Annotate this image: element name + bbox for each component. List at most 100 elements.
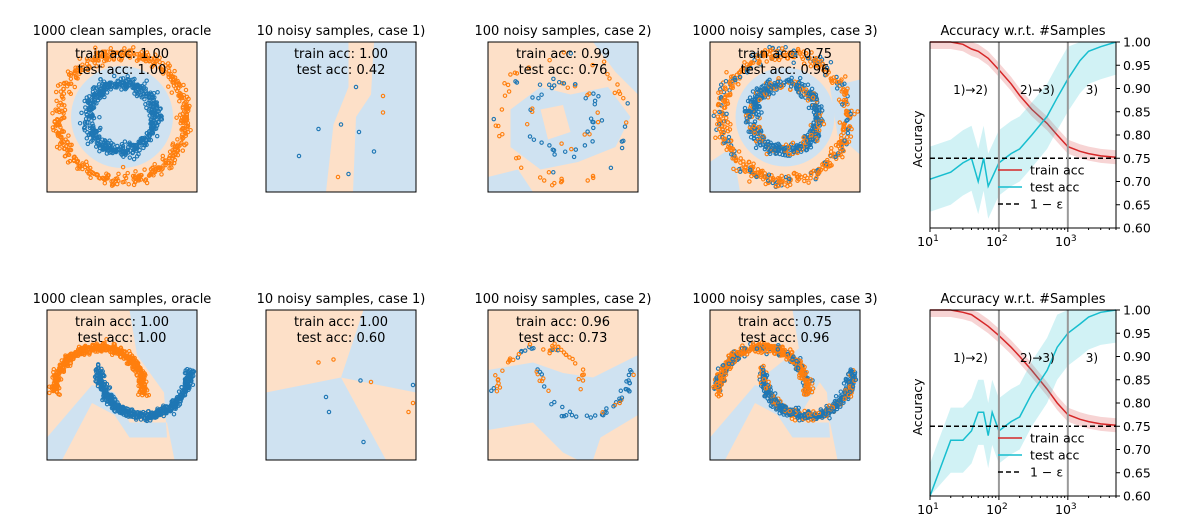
data-point xyxy=(115,50,120,55)
data-point xyxy=(167,153,173,159)
data-point xyxy=(140,376,146,382)
data-point xyxy=(727,80,732,86)
data-point xyxy=(725,101,731,106)
data-point xyxy=(805,56,811,61)
data-point xyxy=(139,369,144,375)
data-point xyxy=(791,60,796,66)
data-point xyxy=(714,127,719,132)
data-point xyxy=(50,110,55,116)
data-point xyxy=(720,363,726,368)
data-point xyxy=(137,51,142,57)
data-point xyxy=(171,411,177,417)
data-point xyxy=(53,89,59,95)
data-point xyxy=(86,105,92,110)
data-point xyxy=(834,74,839,80)
data-point xyxy=(754,346,760,351)
data-point xyxy=(768,87,773,93)
data-point xyxy=(90,123,96,129)
data-point xyxy=(114,83,119,89)
data-point xyxy=(138,136,144,142)
data-point xyxy=(99,370,104,376)
data-point xyxy=(750,60,756,65)
train-acc-label: train acc: 1.00 xyxy=(294,315,388,330)
data-point xyxy=(108,146,113,152)
data-point xyxy=(806,180,811,185)
data-point xyxy=(118,76,124,82)
data-point xyxy=(85,98,91,104)
data-point xyxy=(747,167,753,173)
data-point xyxy=(80,67,86,73)
data-point xyxy=(122,409,128,415)
data-point xyxy=(829,145,834,151)
data-point xyxy=(737,74,743,80)
data-point xyxy=(591,125,596,131)
plot-frame xyxy=(265,309,417,461)
data-point xyxy=(182,390,187,395)
data-point xyxy=(607,76,612,81)
data-point xyxy=(144,50,150,55)
data-point xyxy=(148,125,154,130)
data-point xyxy=(147,59,152,64)
data-point xyxy=(750,52,756,57)
data-point xyxy=(848,389,853,395)
data-point xyxy=(67,356,73,361)
data-point xyxy=(781,50,787,55)
data-point xyxy=(840,102,845,107)
data-point xyxy=(730,356,735,362)
data-point xyxy=(824,65,830,71)
data-point xyxy=(410,382,416,388)
data-point xyxy=(558,179,564,185)
data-point xyxy=(585,129,590,134)
panel-title: 10 noisy samples, case 1) xyxy=(257,24,426,39)
data-point xyxy=(105,49,110,54)
data-point xyxy=(821,121,827,127)
plot-frame xyxy=(709,309,861,461)
data-point xyxy=(559,141,564,146)
data-point xyxy=(121,154,126,159)
data-point xyxy=(615,82,620,87)
data-point xyxy=(179,132,185,137)
data-point xyxy=(86,171,91,176)
data-point xyxy=(174,82,179,88)
data-point xyxy=(87,165,93,171)
data-point xyxy=(742,60,747,65)
data-point xyxy=(737,69,743,75)
data-point xyxy=(801,135,806,140)
data-point xyxy=(797,75,803,81)
data-point xyxy=(116,171,121,177)
data-point xyxy=(170,142,175,148)
phase-label: 2)→3) xyxy=(1020,351,1055,365)
x-tick-label: 103 xyxy=(1055,502,1077,517)
plot-frame xyxy=(46,309,198,461)
data-point xyxy=(847,124,852,129)
data-point xyxy=(580,378,586,383)
data-point xyxy=(816,120,822,126)
data-point xyxy=(794,83,800,88)
y-tick-label: 0.65 xyxy=(1123,197,1151,212)
confidence-band xyxy=(930,310,1116,496)
train-acc-label: train acc: 0.96 xyxy=(516,315,610,330)
data-point xyxy=(113,400,118,405)
data-point xyxy=(494,383,500,389)
data-point xyxy=(84,112,89,117)
data-point xyxy=(563,413,569,418)
data-point xyxy=(765,389,771,394)
data-point xyxy=(77,56,82,61)
data-point xyxy=(85,141,91,147)
data-point xyxy=(166,71,171,77)
data-point xyxy=(119,49,124,54)
data-point xyxy=(122,46,127,51)
data-point xyxy=(346,171,351,177)
data-point xyxy=(144,78,149,83)
data-point xyxy=(167,156,172,161)
data-point xyxy=(793,145,798,150)
data-point xyxy=(356,129,362,135)
data-point xyxy=(65,140,70,145)
data-point xyxy=(740,343,745,348)
data-point xyxy=(513,79,518,84)
data-point xyxy=(91,101,97,107)
data-point xyxy=(101,382,107,388)
data-point xyxy=(760,342,766,348)
data-point xyxy=(107,138,112,143)
data-point xyxy=(57,109,62,115)
